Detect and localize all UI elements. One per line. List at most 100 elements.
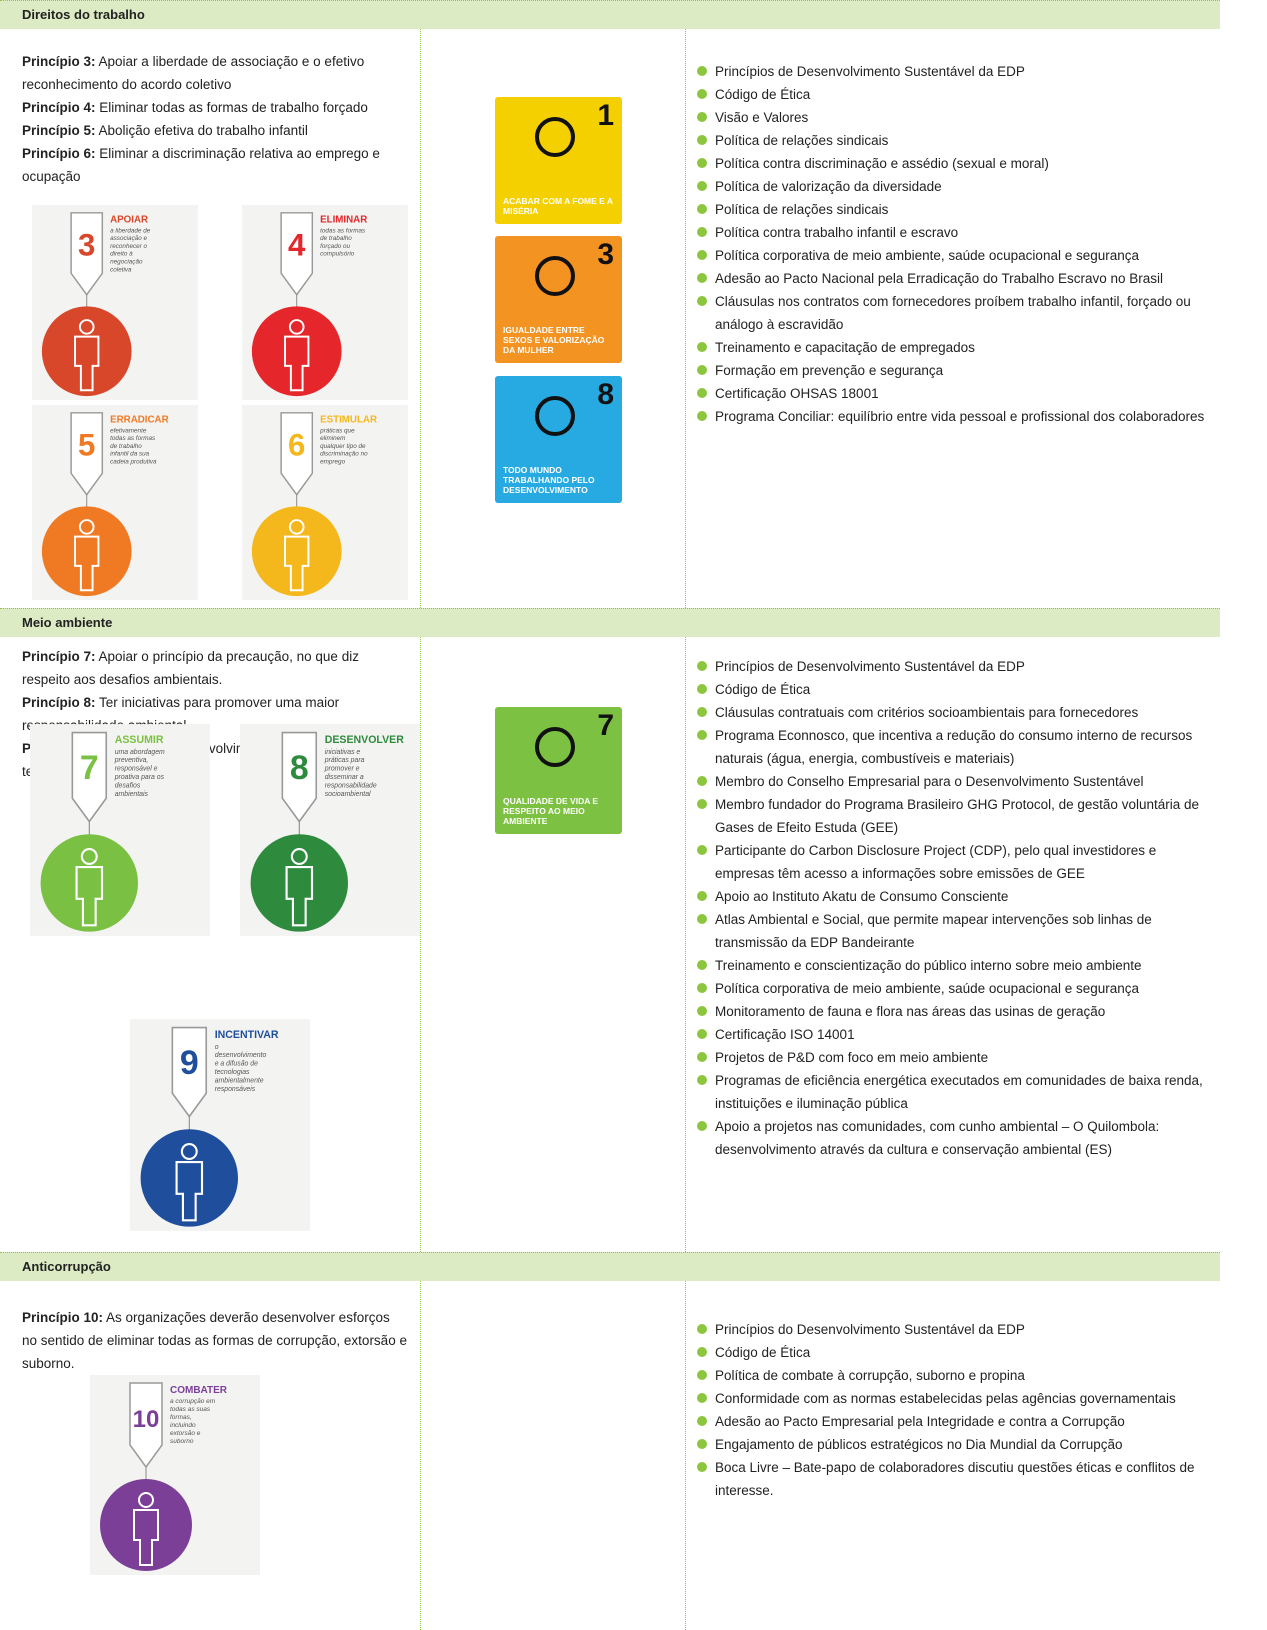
badge-tag (171, 1026, 208, 1118)
principle: Princípio 6: Eliminar a discriminação re… (22, 142, 407, 188)
item-text: Visão e Valores (715, 110, 809, 125)
list-item: Certificação ISO 14001 (697, 1023, 1215, 1046)
item-text: Membro do Conselho Empresarial para o De… (715, 774, 1144, 789)
list-item: Código de Ética (697, 678, 1215, 701)
bullet (697, 983, 707, 993)
section-title: Anticorrupção (22, 1259, 111, 1274)
list-item: Apoio a projetos nas comunidades, com cu… (697, 1115, 1215, 1161)
item-text: Programa Conciliar: equilíbrio entre vid… (715, 409, 1205, 424)
bullet (697, 1006, 707, 1016)
badge-word: ESTIMULAR (320, 415, 377, 426)
badge-figure-head (288, 519, 305, 535)
principle-badge: 7 ASSUMIR uma abordagem preventiva, responsá… (30, 724, 210, 936)
principle-label: Princípio 3: (22, 54, 96, 69)
bullet (697, 135, 707, 145)
bullet (697, 914, 707, 924)
item-text: Política de combate à corrupção, suborno… (715, 1368, 1025, 1383)
badge-text: a liberdade de associação e reconhecer o di… (110, 227, 151, 273)
list-item: Projetos de P&D com foco em meio ambient… (697, 1046, 1215, 1069)
badge-word: APOIAR (110, 215, 148, 226)
badge-text: a corrupção em todas as suas formas, inclui… (170, 1398, 216, 1445)
principle-text: Apoiar a liberdade de associação e o efe… (22, 54, 365, 92)
badge-text: todas as formas de trabalho forçado ou comp… (320, 227, 366, 257)
bullet (697, 181, 707, 191)
badge-number: 6 (288, 428, 305, 463)
badge-text: efetivamente todas as formas de trabalho in… (110, 427, 157, 465)
goal-box: 3 IGUALDADE ENTRE SEXOS E VALORIZAÇÃO DA … (495, 236, 622, 363)
goal-number: 1 (597, 99, 614, 132)
badge-tag (70, 412, 104, 496)
item-text: Política corporativa de meio ambiente, s… (715, 248, 1140, 263)
badge-number: 9 (180, 1044, 199, 1082)
bullet (697, 1075, 707, 1085)
badge-number: 10 (133, 1406, 160, 1433)
list-item: Apoio ao Instituto Akatu de Consumo Cons… (697, 885, 1215, 908)
goal-icon-shape (535, 727, 575, 767)
item-text: Código de Ética (715, 87, 811, 102)
badge-tag (71, 731, 108, 823)
list-item: Adesão ao Pacto Nacional pela Erradicaçã… (697, 267, 1215, 290)
bullet (697, 158, 707, 168)
item-text: Treinamento e capacitação de empregados (715, 340, 975, 355)
goal-number: 8 (597, 378, 614, 411)
section-header: Anticorrupção (0, 1252, 1220, 1281)
list-item: Código de Ética (697, 83, 1215, 106)
badge-figure-body (133, 1509, 159, 1566)
item-text: Princípios de Desenvolvimento Sustentáve… (715, 64, 1025, 79)
bullet (697, 273, 707, 283)
item-text: Adesão ao Pacto Nacional pela Erradicaçã… (715, 271, 1164, 286)
principle: Princípio 3: Apoiar a liberdade de assoc… (22, 50, 407, 96)
list-item: Política contra discriminação e assédio … (697, 152, 1215, 175)
bullet (697, 1029, 707, 1039)
bullet (697, 66, 707, 76)
bullet (697, 342, 707, 352)
badge-tag (280, 212, 314, 296)
badge-number: 8 (290, 749, 309, 787)
badge-text: uma abordagem preventiva, responsável e pro… (114, 749, 165, 798)
section-header: Direitos do trabalho (0, 0, 1220, 29)
item-text: Cláusulas contratuais com critérios soci… (715, 705, 1139, 720)
goal-box: 8 TODO MUNDO TRABALHANDO PELO DESENVOLVIM… (495, 376, 622, 503)
bullet (697, 799, 707, 809)
item-text: Política contra discriminação e assédio … (715, 156, 1049, 171)
principle-label: Princípio 10: (22, 1310, 104, 1325)
item-list: Princípios do Desenvolvimento Sustentáve… (697, 1318, 1215, 1502)
bullet (697, 891, 707, 901)
list-item: Monitoramento de fauna e flora nas áreas… (697, 1000, 1215, 1023)
badge-text: iniciativas e práticas para promover e diss… (324, 749, 377, 798)
list-item: Política de relações sindicais (697, 198, 1215, 221)
principle-badge: 9 INCENTIVAR o desenvolvimento e a difusão d… (130, 1019, 310, 1231)
list-item: Certificação OHSAS 18001 (697, 382, 1215, 405)
principle: Princípio 5: Abolição efetiva do trabalh… (22, 119, 407, 142)
item-text: Princípios do Desenvolvimento Sustentáve… (715, 1322, 1025, 1337)
bullet (697, 365, 707, 375)
goal-icon-shape (535, 256, 575, 296)
goal-icon (535, 256, 575, 296)
badge-number: 7 (80, 749, 99, 787)
item-text: Conformidade com as normas estabelecidas… (715, 1391, 1176, 1406)
column-divider (685, 0, 686, 1630)
badge-tag (129, 1382, 163, 1469)
badge-circle (41, 306, 132, 397)
bullet (697, 1462, 707, 1472)
bullet (697, 388, 707, 398)
list-item: Programa Conciliar: equilíbrio entre vid… (697, 405, 1215, 428)
badge-circle (41, 506, 132, 597)
bullet (697, 204, 707, 214)
item-text: Certificação OHSAS 18001 (715, 386, 879, 401)
column-divider (420, 0, 421, 1630)
item-text: Atlas Ambiental e Social, que permite ma… (715, 912, 1152, 950)
list-item: Política corporativa de meio ambiente, s… (697, 244, 1215, 267)
badge-figure-body (74, 535, 100, 592)
list-item: Participante do Carbon Disclosure Projec… (697, 839, 1215, 885)
section-header: Meio ambiente (0, 608, 1220, 637)
bullet (697, 89, 707, 99)
badge-text: práticas que eliminem qualquer tipo de disc… (319, 427, 368, 465)
bullet (697, 1052, 707, 1062)
item-text: Código de Ética (715, 1345, 811, 1360)
principle-label: Princípio 8: (22, 695, 96, 710)
list-item: Cláusulas nos contratos com fornecedores… (697, 290, 1215, 336)
list-item: Visão e Valores (697, 106, 1215, 129)
principles: Princípio 3: Apoiar a liberdade de assoc… (22, 50, 407, 188)
badge-figure-head (288, 319, 305, 335)
